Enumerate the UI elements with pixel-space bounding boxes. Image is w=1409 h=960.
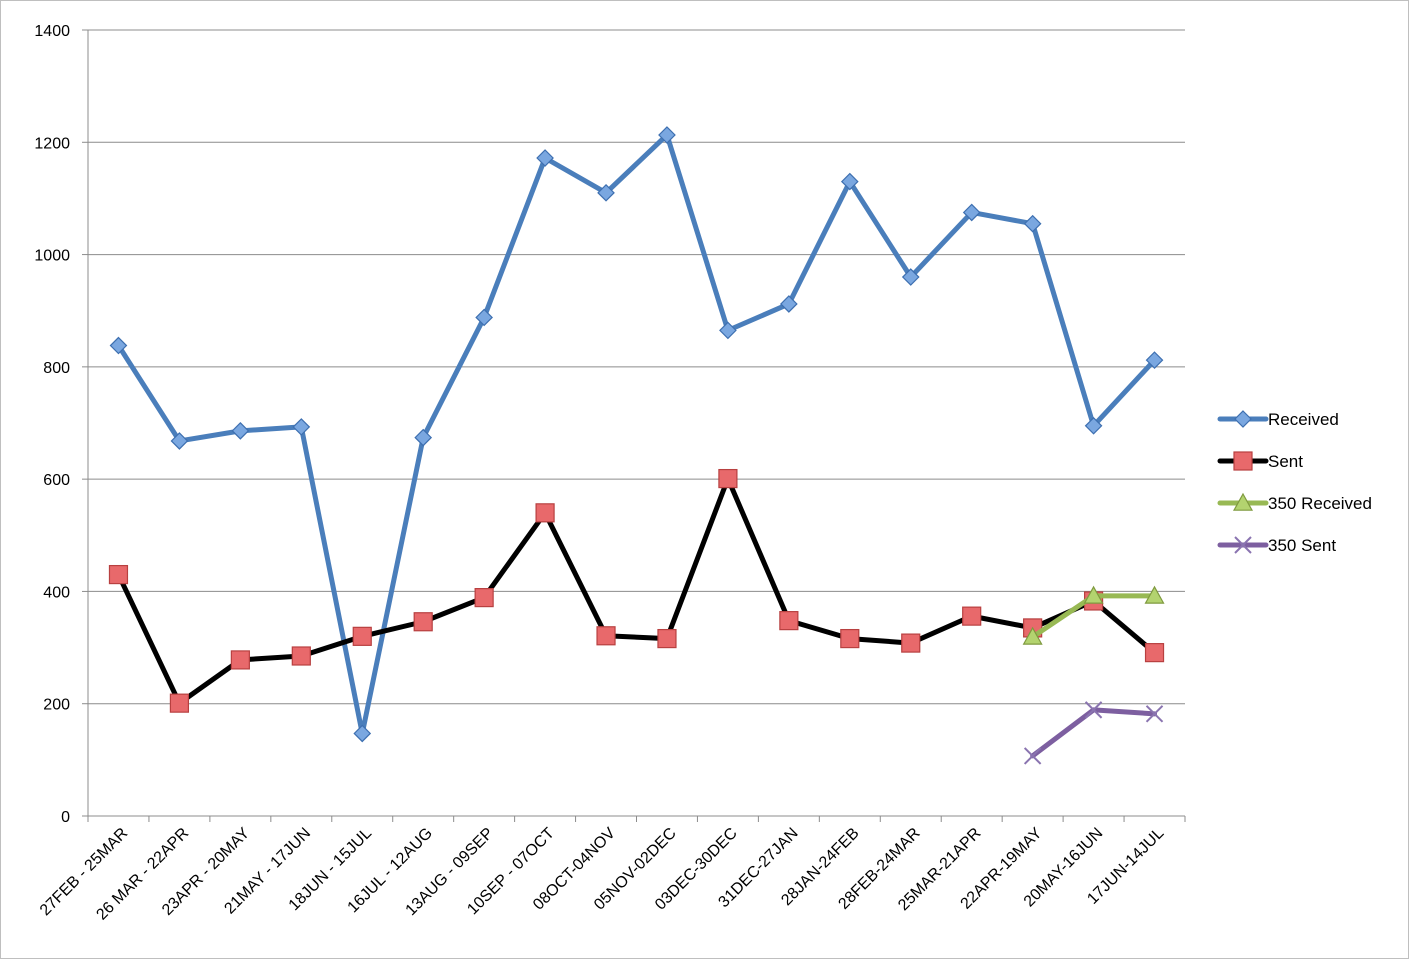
legend-label: Received [1268, 410, 1339, 429]
y-tick-label: 600 [43, 472, 70, 489]
gridlines: 0 200 400 600 800 1000 1200 1400 [34, 23, 1185, 826]
legend-item-350-sent: 350 Sent [1217, 536, 1336, 555]
data-point-350-sent [1145, 705, 1164, 723]
legend-item-received: Received [1217, 410, 1339, 429]
series-350-sent [1023, 701, 1164, 765]
y-tick-label: 800 [43, 360, 70, 377]
data-point-350-received [1083, 585, 1104, 604]
legend-item-sent: Sent [1217, 451, 1303, 471]
data-point-350-sent [1023, 747, 1042, 765]
data-point-received [292, 418, 311, 436]
legend-marker-received [1234, 410, 1252, 428]
data-point-received [414, 428, 433, 447]
series-350-received [1022, 585, 1165, 645]
data-point-sent [230, 650, 250, 670]
data-point-350-received [1022, 626, 1043, 645]
series-line-350-sent [1030, 707, 1158, 759]
data-point-received [353, 724, 372, 743]
data-point-received [840, 172, 859, 191]
series-line-sent [115, 476, 1158, 706]
legend: Received Sent 350 Received 350 Sent [1217, 410, 1372, 555]
data-point-sent [474, 588, 494, 608]
data-point-received [170, 432, 189, 450]
data-point-received [536, 149, 554, 167]
data-point-sent [291, 646, 311, 666]
data-point-received [1023, 214, 1042, 233]
data-point-received [231, 422, 250, 440]
legend-label: 350 Received [1268, 494, 1372, 513]
legend-label: Sent [1268, 452, 1303, 471]
data-point-received [1084, 416, 1103, 435]
series-sent [108, 468, 1165, 713]
y-tick-label: 1000 [34, 248, 70, 265]
data-point-sent [718, 468, 738, 489]
data-point-received [597, 183, 615, 202]
data-point-sent [901, 633, 921, 653]
data-point-sent [352, 626, 372, 646]
data-point-sent [779, 611, 799, 631]
data-point-sent [596, 626, 616, 646]
data-point-sent [1144, 643, 1165, 663]
data-point-received [780, 295, 798, 313]
data-point-sent [169, 693, 190, 713]
data-point-received [658, 126, 676, 144]
data-point-sent [962, 606, 982, 626]
data-point-received [962, 203, 981, 222]
y-tick-label: 0 [61, 809, 70, 826]
data-point-received [109, 336, 128, 355]
data-point-350-sent [1084, 701, 1103, 719]
data-point-sent [413, 612, 433, 632]
legend-item-350-received: 350 Received [1217, 492, 1372, 513]
data-point-received [1145, 351, 1164, 369]
y-tick-label: 400 [43, 584, 70, 601]
legend-marker-350-received [1232, 492, 1254, 511]
y-tick-label: 1200 [34, 135, 70, 152]
data-point-sent [535, 503, 555, 523]
data-point-received [719, 321, 737, 340]
legend-label: 350 Sent [1268, 536, 1336, 555]
data-point-received [901, 268, 920, 286]
data-point-sent [657, 628, 677, 649]
legend-marker-350-sent [1234, 536, 1252, 554]
series-received [109, 126, 1164, 743]
y-tick-label: 200 [43, 697, 70, 714]
data-point-350-received [1144, 585, 1165, 604]
data-point-sent [840, 628, 860, 649]
legend-marker-sent [1233, 451, 1253, 471]
series-line-received [115, 132, 1158, 736]
data-point-sent [108, 564, 129, 585]
y-tick-label: 1400 [34, 23, 70, 40]
data-point-received [475, 308, 493, 327]
